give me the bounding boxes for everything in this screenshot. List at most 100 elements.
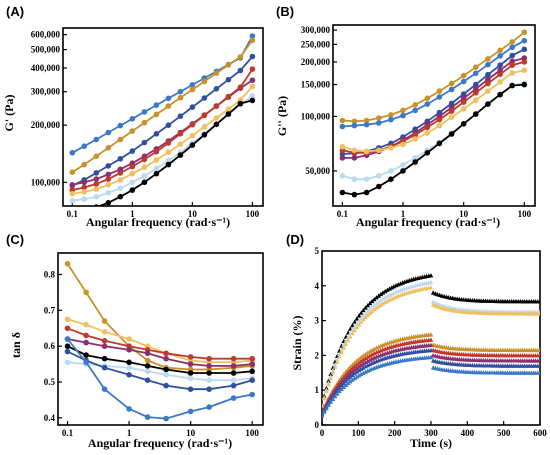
data-point: [330, 370, 336, 375]
data-point: [361, 313, 366, 318]
series-line: [71, 39, 254, 173]
data-point: [485, 80, 491, 87]
data-point: [93, 186, 100, 192]
y-tick-label: 0: [315, 420, 320, 430]
data-point: [473, 97, 479, 103]
x-tick-label: 0: [320, 428, 325, 438]
data-point: [374, 301, 379, 306]
data-point: [448, 114, 455, 120]
data-point: [163, 366, 169, 373]
data-point: [337, 348, 342, 353]
data-point: [163, 415, 169, 422]
data-point: [354, 369, 360, 374]
data-point: [448, 131, 455, 137]
data-point: [187, 361, 194, 367]
y-tick-label: 200,000: [301, 57, 331, 67]
data-point: [201, 132, 208, 138]
data-point: [163, 350, 169, 357]
data-point: [473, 90, 479, 96]
data-point: [69, 191, 76, 197]
data-point: [400, 107, 406, 114]
data-point: [460, 121, 467, 127]
data-point: [380, 296, 386, 301]
data-point: [332, 364, 338, 369]
data-point: [351, 155, 358, 161]
data-point: [341, 380, 347, 386]
data-point: [230, 382, 237, 389]
data-point: [101, 364, 108, 371]
data-point: [521, 67, 528, 73]
data-point: [391, 284, 397, 289]
data-point: [428, 285, 434, 290]
data-point: [187, 408, 194, 415]
data-point: [497, 47, 503, 54]
data-point: [335, 391, 340, 396]
panel-c-xlabel: Angular frequency (rad·s⁻¹): [88, 436, 232, 450]
series: [339, 37, 528, 130]
data-point: [352, 371, 357, 376]
series: [64, 325, 255, 362]
data-point: [230, 370, 237, 376]
data-point: [69, 150, 76, 156]
panel-d-label: (D): [286, 232, 304, 247]
data-point: [165, 95, 172, 102]
data-point: [428, 337, 434, 342]
data-point: [64, 359, 71, 366]
data-point: [358, 310, 364, 315]
data-point: [448, 86, 455, 93]
data-point: [230, 395, 237, 401]
data-point: [382, 288, 388, 294]
data-point: [93, 153, 100, 160]
y-tick-label: 400,000: [31, 63, 61, 73]
panel-b-label: (B): [276, 4, 294, 19]
series-line: [71, 55, 254, 187]
data-point: [126, 347, 132, 353]
data-point: [358, 319, 364, 324]
panel-d-xlabel: Time (s): [410, 436, 452, 450]
series-line: [67, 345, 253, 374]
data-point: [81, 184, 87, 191]
data-point: [389, 291, 395, 296]
data-point: [356, 373, 362, 378]
y-tick-label: 150,000: [301, 80, 331, 90]
data-point: [213, 86, 220, 92]
series-line: [96, 99, 253, 206]
data-point: [324, 406, 329, 411]
x-tick-label: 500: [497, 428, 511, 438]
data-point: [126, 406, 132, 412]
data-point: [460, 91, 467, 97]
panel-c: (C) Angular frequency (rad·s⁻¹) tan δ 0.…: [6, 232, 264, 450]
y-tick-label: 0.7: [44, 305, 56, 315]
plot-frame: [57, 252, 264, 426]
data-point: [249, 83, 256, 90]
data-point: [376, 173, 382, 179]
x-tick-label: 100: [352, 428, 366, 438]
data-point: [369, 304, 375, 309]
data-point: [343, 382, 349, 387]
data-point: [350, 369, 355, 374]
panel-b-ylabel: G'' (Pa): [275, 96, 289, 136]
data-point: [117, 122, 124, 129]
data-point: [372, 302, 377, 307]
y-tick-label: 500,000: [31, 45, 61, 55]
data-point: [163, 382, 169, 389]
series: [93, 97, 256, 206]
y-tick-label: 50,000: [305, 166, 330, 176]
data-point: [382, 295, 388, 300]
data-point: [365, 354, 371, 359]
series-line: [342, 69, 525, 153]
data-point: [326, 402, 331, 407]
data-point: [358, 358, 364, 364]
x-tick-label: 100: [518, 209, 532, 219]
data-point: [69, 182, 76, 188]
data-point: [350, 322, 355, 328]
data-point: [187, 370, 194, 376]
data-point: [424, 130, 431, 136]
data-point: [83, 321, 89, 328]
data-point: [363, 305, 368, 310]
series-line: [67, 318, 253, 364]
data-point: [448, 108, 455, 114]
data-point: [225, 106, 232, 112]
data-point: [206, 355, 212, 362]
